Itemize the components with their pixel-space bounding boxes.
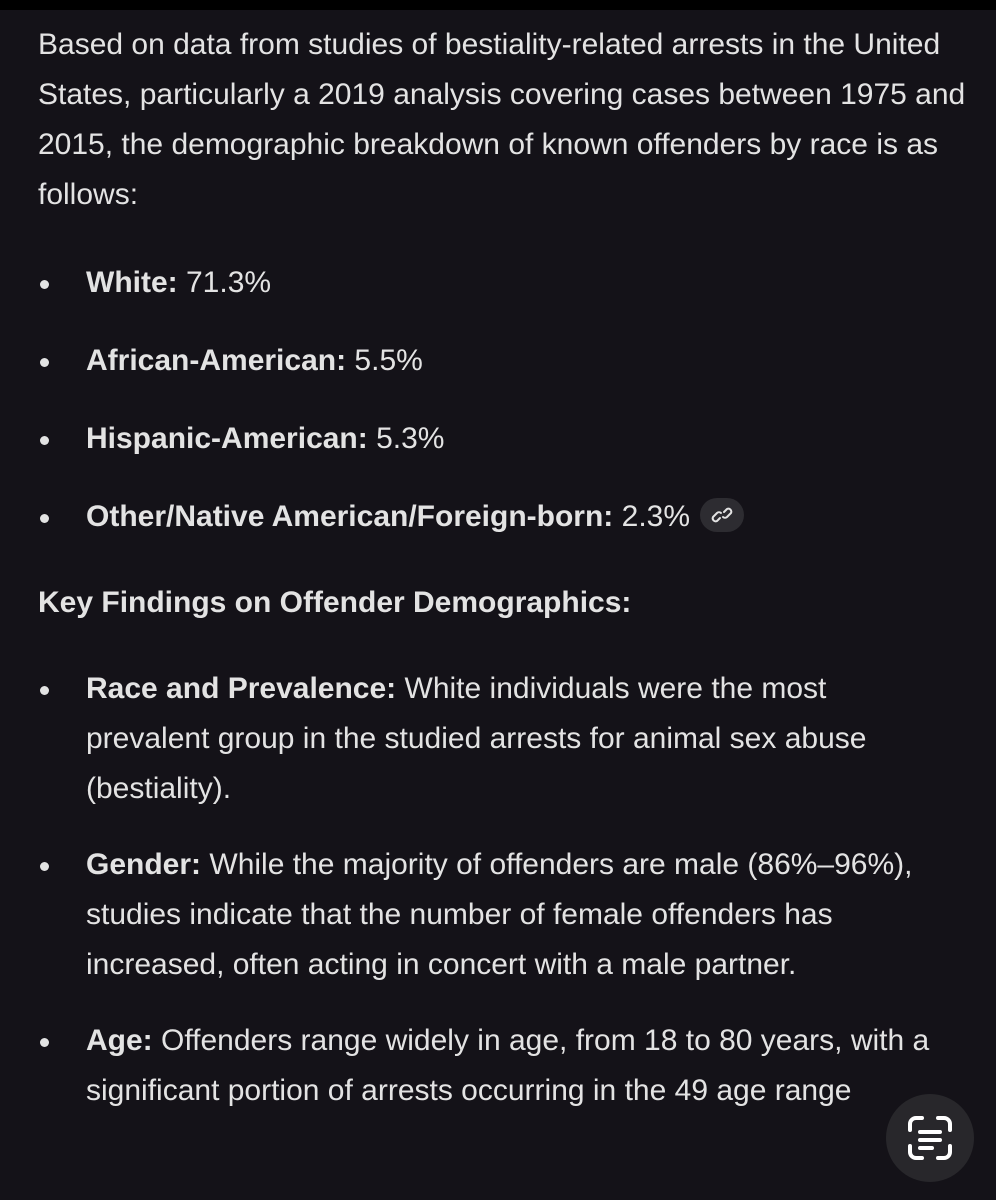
finding-label: Race and Prevalence: <box>86 672 397 705</box>
finding-text-cut: 49 age range <box>674 1074 852 1107</box>
finding-item: Age: Offenders range widely in age, from… <box>38 1016 956 1116</box>
item-value: 71.3% <box>185 266 272 299</box>
item-value: 5.5% <box>354 344 423 377</box>
finding-item: Race and Prevalence: White individuals w… <box>38 664 956 814</box>
finding-text: White individuals were the most prevalen… <box>86 672 867 805</box>
item-value: 5.3% <box>376 422 445 455</box>
section-heading: Key Findings on Offender Demographics: <box>38 586 632 619</box>
breakdown-list: White: 71.3% African-American: 5.5% Hispan… <box>38 258 978 542</box>
response: Based on data from studies of bestiality… <box>38 20 978 1142</box>
finding-text: Offenders range widely in age, from 18 t… <box>86 1024 930 1107</box>
breakdown-item: African-American: 5.5% <box>38 336 978 386</box>
breakdown-item: Hispanic-American: 5.3% <box>38 414 978 464</box>
finding-label: Age: <box>86 1024 153 1057</box>
finding-item: Gender: While the majority of offenders … <box>38 840 956 990</box>
item-label: White: <box>86 266 178 299</box>
findings-list: Race and Prevalence: White individuals w… <box>38 664 978 1116</box>
finding-text: While the majority of offenders are male… <box>86 848 913 981</box>
lens-button[interactable] <box>884 1090 980 1186</box>
item-value: 2.3% <box>621 500 691 533</box>
status-bar <box>0 0 996 10</box>
intro-paragraph: Based on data from studies of bestiality… <box>38 28 966 211</box>
breakdown-item: Other/Native American/Foreign-born: 2.3% <box>38 492 978 542</box>
item-label: African-American: <box>86 344 347 377</box>
source-link[interactable] <box>700 498 745 533</box>
item-label: Other/Native American/Foreign-born: <box>86 500 614 533</box>
breakdown-item: White: 71.3% <box>38 258 978 308</box>
finding-label: Gender: <box>86 848 202 881</box>
item-label: Hispanic-American: <box>86 422 368 455</box>
